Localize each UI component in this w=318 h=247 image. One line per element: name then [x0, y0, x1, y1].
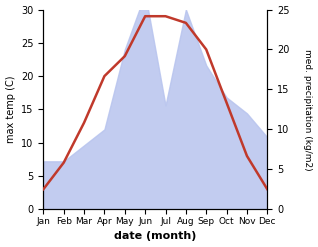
X-axis label: date (month): date (month)	[114, 231, 197, 242]
Y-axis label: med. precipitation (kg/m2): med. precipitation (kg/m2)	[303, 49, 313, 170]
Y-axis label: max temp (C): max temp (C)	[5, 76, 16, 143]
